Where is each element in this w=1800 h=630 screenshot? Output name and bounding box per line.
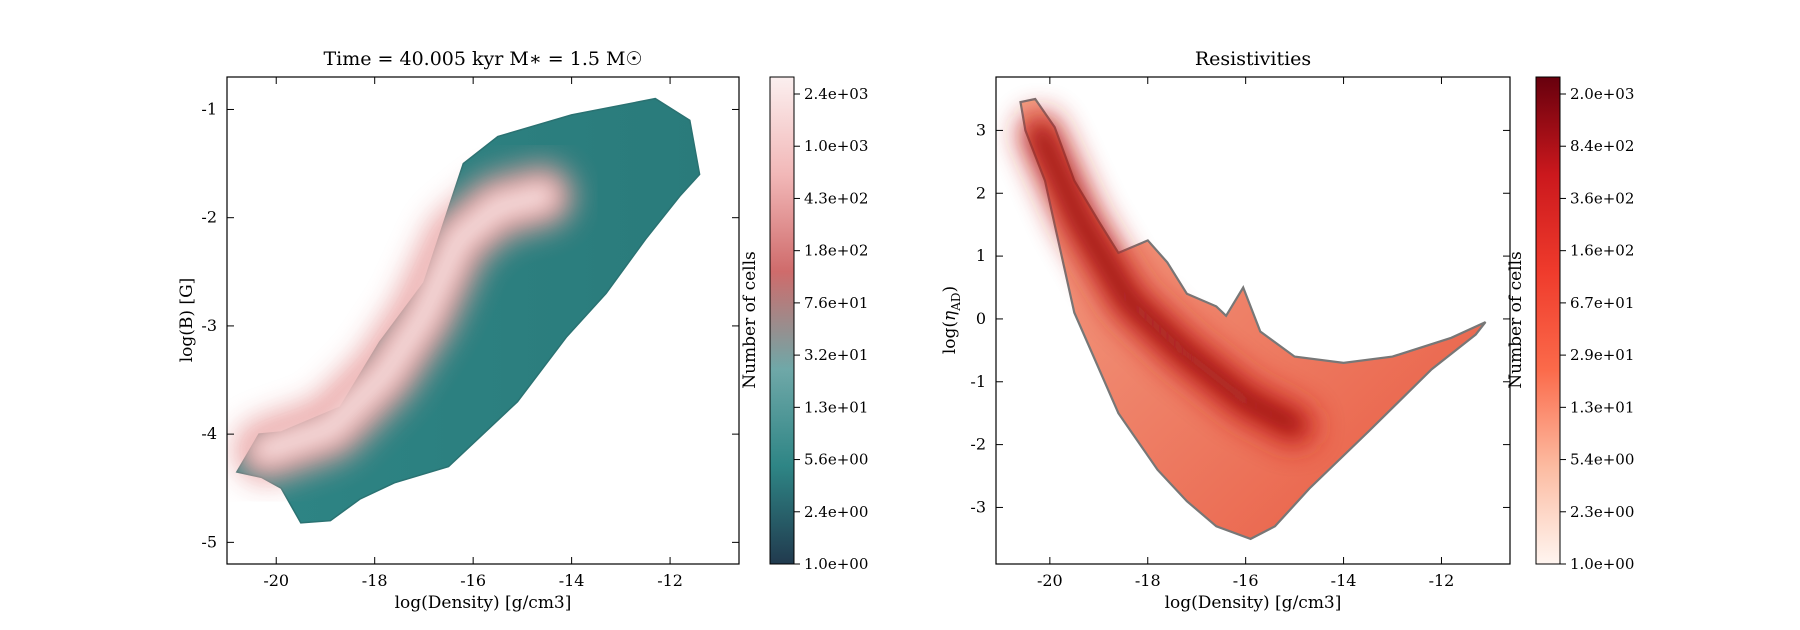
left-x-axis-label: log(Density) [g/cm3] — [395, 593, 572, 613]
colorbar-tick-label: 1.3e+01 — [1570, 398, 1634, 416]
right-plot-panel: Resistivities -20 -18 -16 -14 -12-3-2-10123 … — [940, 48, 1634, 613]
x-tick-label: -14 — [559, 571, 585, 590]
colorbar-tick-label: 6.7e+01 — [1570, 294, 1634, 312]
right-heatmap-peak — [1034, 127, 1301, 432]
right-chart-title: Resistivities — [1195, 48, 1311, 70]
y-tick-label: 0 — [976, 309, 986, 328]
left-axis-ticks: -20 -18 -16 -14 -12 -5 -4 -3 -2 -1 — [201, 77, 739, 590]
x-tick-label: -20 — [1037, 571, 1063, 590]
colorbar-tick-label: 1.6e+02 — [1570, 242, 1634, 260]
y-tick-label: 2 — [976, 183, 986, 202]
x-tick-label: -18 — [1135, 571, 1161, 590]
right-colorbar — [1535, 76, 1561, 565]
colorbar-tick-label: 1.0e+00 — [804, 555, 868, 573]
x-tick-label: -16 — [1233, 571, 1259, 590]
right-y-axis-label: log(ηAD) — [940, 286, 963, 354]
x-tick-label: -14 — [1331, 571, 1357, 590]
x-tick-label: -12 — [1429, 571, 1455, 590]
right-colorbar-ticks: 1.0e+00 2.3e+00 5.4e+00 1.3e+01 2.9e+01 6.7e+… — [1560, 85, 1634, 573]
left-y-axis-label: log(B) [G] — [177, 278, 197, 363]
y-tick-label: -2 — [970, 435, 986, 454]
colorbar-tick-label: 5.4e+00 — [1570, 451, 1634, 469]
y-tick-label: -1 — [201, 99, 217, 118]
y-tick-label: 3 — [976, 120, 986, 139]
colorbar-tick-label: 1.3e+01 — [804, 398, 868, 416]
y-tick-label: -4 — [201, 424, 217, 443]
x-tick-label: -16 — [460, 571, 486, 590]
left-heatmap-peak — [254, 184, 555, 463]
left-colorbar-label: Number of cells — [740, 251, 760, 389]
x-tick-label: -12 — [657, 571, 683, 590]
y-tick-label: -5 — [201, 532, 217, 551]
colorbar-tick-label: 2.0e+03 — [1570, 85, 1634, 103]
colorbar-tick-label: 1.8e+02 — [804, 242, 868, 260]
right-axis-ticks: -20 -18 -16 -14 -12 -3 -2 -1 0 1 2 3 — [970, 77, 1510, 590]
colorbar-tick-label: 2.3e+00 — [1570, 503, 1634, 521]
colorbar-tick-label: 8.4e+02 — [1570, 137, 1634, 155]
colorbar-tick-label: 2.4e+03 — [804, 85, 868, 103]
left-colorbar-ticks: 1.0e+00 2.4e+00 5.6e+00 1.3e+01 3.2e+01 7.6e+… — [794, 85, 868, 573]
right-heatmap-region — [1019, 97, 1487, 541]
y-tick-label: -3 — [201, 316, 217, 335]
y-tick-label: -2 — [201, 208, 217, 227]
colorbar-tick-label: 7.6e+01 — [804, 294, 868, 312]
right-x-axis-label: log(Density) [g/cm3] — [1165, 593, 1342, 613]
y-tick-label: -1 — [970, 372, 986, 391]
x-tick-label: -18 — [362, 571, 388, 590]
y-tick-label: -3 — [970, 497, 986, 516]
left-chart-title: Time = 40.005 kyr M∗ = 1.5 M☉ — [323, 48, 642, 70]
colorbar-tick-label: 1.0e+00 — [1570, 555, 1634, 573]
left-plot-panel: Time = 40.005 kyr M∗ = 1.5 M☉ -20 -18 -16-… — [177, 48, 868, 613]
colorbar-tick-label: 3.2e+01 — [804, 346, 868, 364]
colorbar-tick-label: 4.3e+02 — [804, 189, 868, 207]
colorbar-tick-label: 3.6e+02 — [1570, 189, 1634, 207]
left-plot-frame — [226, 76, 740, 565]
colorbar-tick-label: 2.9e+01 — [1570, 346, 1634, 364]
y-tick-label: 1 — [976, 246, 986, 265]
right-plot-frame — [995, 76, 1511, 565]
left-colorbar — [769, 76, 795, 565]
colorbar-tick-label: 5.6e+00 — [804, 451, 868, 469]
right-colorbar-label: Number of cells — [1506, 251, 1526, 389]
colorbar-tick-label: 2.4e+00 — [804, 503, 868, 521]
x-tick-label: -20 — [263, 571, 289, 590]
colorbar-tick-label: 1.0e+03 — [804, 137, 868, 155]
